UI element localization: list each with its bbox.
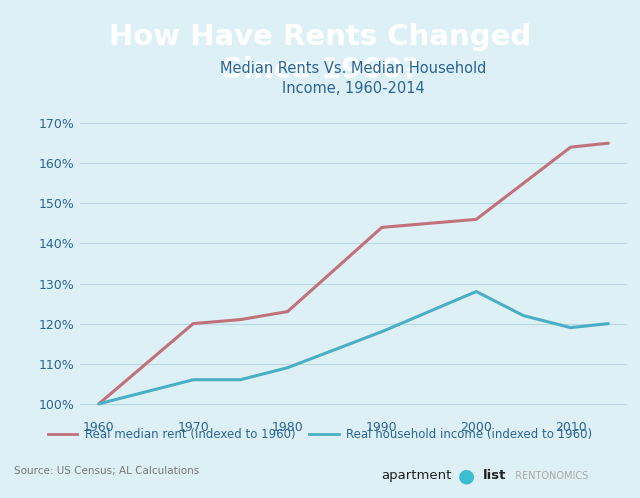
Text: How Have Rents Changed
Since 1960?: How Have Rents Changed Since 1960? [109, 23, 531, 84]
Text: list: list [483, 469, 507, 482]
Legend: Real median rent (indexed to 1960), Real household income (indexed to 1960): Real median rent (indexed to 1960), Real… [44, 423, 596, 446]
Title: Median Rents Vs. Median Household
Income, 1960-2014: Median Rents Vs. Median Household Income… [220, 61, 487, 96]
Text: Source: US Census; AL Calculations: Source: US Census; AL Calculations [14, 466, 199, 476]
Text: ●: ● [458, 466, 474, 485]
Text: apartment: apartment [381, 469, 451, 482]
Text: RENTONOMICS: RENTONOMICS [512, 471, 588, 481]
